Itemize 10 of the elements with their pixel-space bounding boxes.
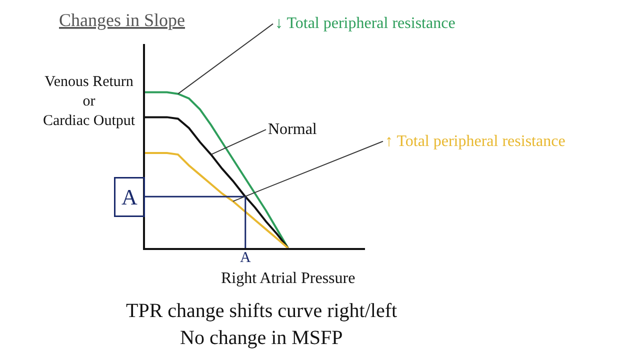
text: A	[240, 250, 251, 266]
text: Normal	[268, 121, 318, 138]
text: TPR change shifts curve right/left	[126, 300, 398, 322]
text: No change in MSFP	[180, 327, 343, 349]
x-axis-title: Right Atrial Pressure	[221, 270, 356, 287]
ref-line-label: A	[122, 184, 138, 210]
text: ↑ Total peripheral resistance	[385, 133, 566, 150]
y-axis-title: Venous Return or Cardiac Output	[43, 74, 136, 129]
text: ↓ Total peripheral resistance	[275, 15, 456, 32]
chart-subtitle: Changes in Slope	[59, 10, 185, 30]
